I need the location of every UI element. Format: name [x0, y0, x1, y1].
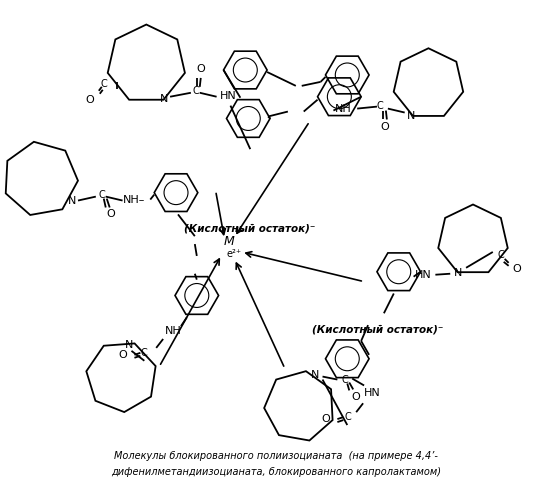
Text: N: N [160, 94, 168, 104]
Text: N: N [310, 370, 319, 380]
Text: N: N [454, 268, 463, 278]
Text: C: C [193, 86, 199, 96]
Text: N: N [68, 196, 76, 206]
Text: C: C [376, 101, 383, 111]
Text: C: C [100, 79, 107, 89]
Text: дифенилметандиизоцианата, блокированного капролактамом): дифенилметандиизоцианата, блокированного… [111, 467, 441, 477]
Text: HN: HN [364, 388, 380, 398]
Text: NH: NH [335, 104, 352, 114]
Text: HN: HN [220, 91, 237, 101]
Text: O: O [118, 350, 127, 360]
Text: N: N [406, 110, 415, 121]
Text: M: M [224, 235, 235, 248]
Text: O: O [321, 414, 330, 424]
Text: O: O [197, 64, 205, 74]
Text: O: O [380, 122, 389, 132]
Text: e²⁺: e²⁺ [227, 249, 242, 259]
Text: NH–: NH– [123, 195, 146, 205]
Text: (Кислотный остаток)⁻: (Кислотный остаток)⁻ [312, 324, 443, 334]
Text: O: O [352, 392, 360, 402]
Text: C: C [345, 412, 352, 422]
Text: N: N [125, 340, 134, 350]
Text: O: O [107, 210, 115, 220]
Text: C: C [98, 190, 105, 200]
Text: C: C [497, 250, 504, 260]
Text: C: C [342, 375, 349, 385]
Text: C: C [141, 348, 148, 358]
Text: HN: HN [415, 270, 432, 280]
Text: Молекулы блокированного полиизоцианата  (на примере 4,4’-: Молекулы блокированного полиизоцианата (… [114, 451, 438, 461]
Text: O: O [512, 264, 521, 274]
Text: O: O [86, 95, 94, 105]
Text: NH: NH [164, 326, 182, 336]
Text: (Кислотный остаток)⁻: (Кислотный остаток)⁻ [184, 223, 315, 233]
